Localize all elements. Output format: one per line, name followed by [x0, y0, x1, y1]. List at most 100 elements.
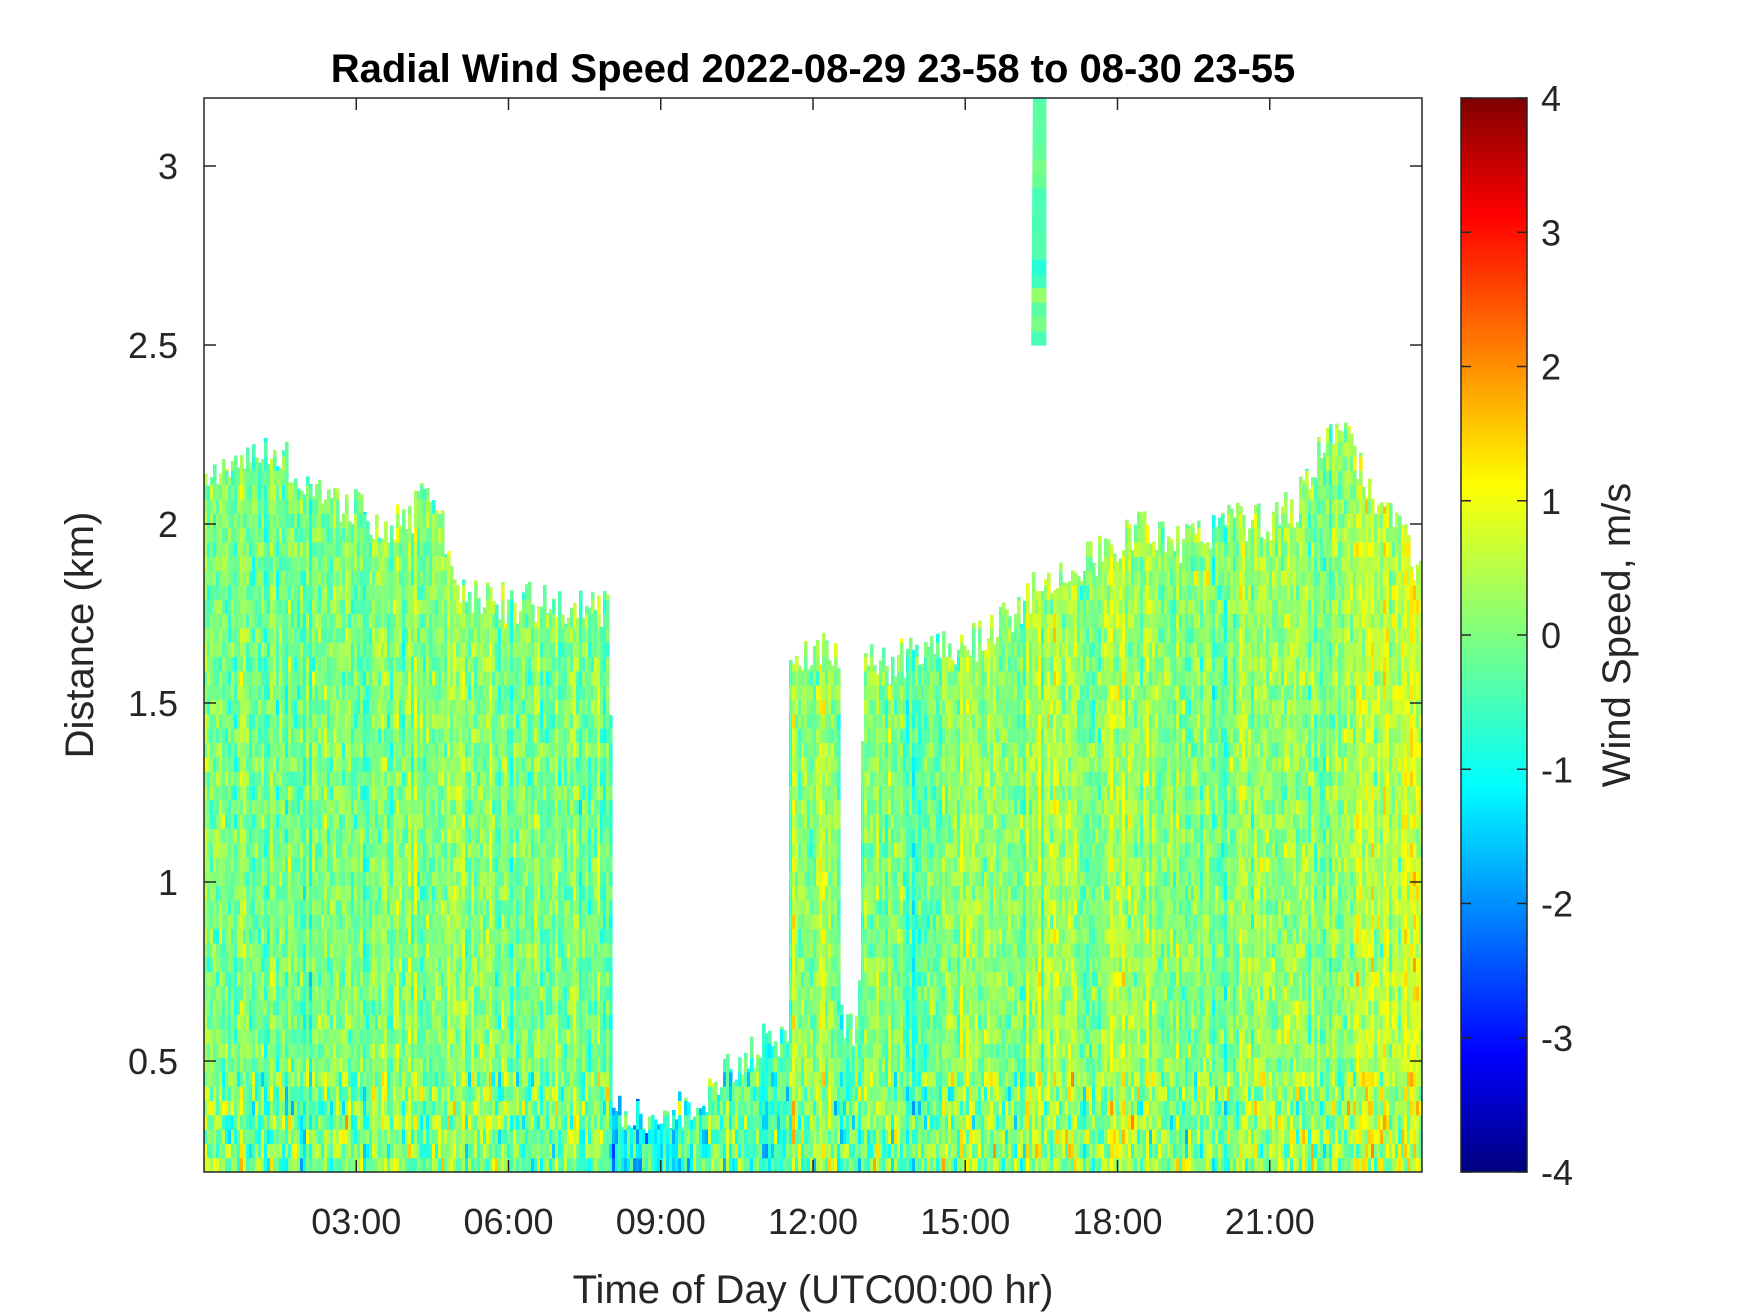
heat-cell [357, 771, 361, 786]
heat-cell [210, 541, 214, 557]
heat-cell [261, 728, 265, 743]
heat-cell [279, 470, 283, 486]
heat-cell [339, 1028, 343, 1044]
heat-cell [363, 527, 367, 543]
heat-cell [312, 799, 316, 815]
heat-cell [228, 1100, 232, 1116]
heat-cell [273, 541, 277, 557]
heat-cell [207, 842, 211, 858]
heat-cell [348, 814, 352, 829]
heat-cell [345, 1100, 349, 1116]
heat-cell [282, 685, 286, 700]
heat-cell [354, 1028, 358, 1044]
heat-cell [330, 1014, 334, 1030]
heat-cell [354, 914, 358, 930]
heat-cell [360, 541, 364, 557]
heat-cell [294, 742, 298, 758]
heat-cell [276, 1157, 280, 1172]
heat-cell [339, 957, 343, 973]
heat-cell [309, 513, 313, 529]
heat-cell [225, 1129, 229, 1144]
heat-cell [210, 1028, 214, 1044]
heat-cell [264, 570, 268, 586]
heat-cell [321, 570, 325, 586]
heat-cell [303, 871, 307, 887]
heat-cell [216, 728, 220, 743]
heat-cell [258, 857, 262, 872]
heat-cell [243, 470, 247, 486]
heat-cell [204, 1114, 208, 1130]
heat-cell [354, 871, 358, 887]
heat-cell [279, 885, 283, 901]
heat-cell [207, 627, 211, 643]
heat-cell [285, 1028, 289, 1044]
heat-cell [219, 728, 223, 743]
heat-cell [267, 871, 271, 887]
heat-cell [360, 656, 364, 672]
heat-cell [249, 871, 253, 887]
heat-cell [291, 1086, 295, 1101]
heat-cell [306, 541, 310, 557]
heat-cell [264, 1057, 268, 1073]
heat-cell [261, 613, 265, 629]
heat-cell [234, 899, 238, 915]
heat-cell [273, 513, 277, 529]
heat-cell [246, 728, 250, 743]
heat-cell [327, 627, 331, 643]
heat-cell [345, 656, 349, 672]
heat-cell [243, 556, 247, 572]
heat-cell [348, 1071, 352, 1087]
heat-cell [366, 627, 370, 643]
heat-cell [267, 570, 271, 586]
heat-cell [255, 985, 259, 1001]
heat-cell [354, 785, 358, 801]
heat-cell [339, 728, 343, 743]
heat-cell [249, 1143, 253, 1159]
heat-cell [207, 1086, 211, 1101]
heat-cell [312, 541, 316, 557]
heat-cell [309, 499, 313, 514]
heat-cell [276, 670, 280, 686]
heat-cell [264, 437, 268, 443]
heat-cell [261, 1071, 265, 1087]
heat-cell [333, 541, 337, 557]
heat-cell [240, 1143, 244, 1159]
heat-cell [267, 1014, 271, 1030]
heat-cell [294, 478, 298, 486]
heat-cell [279, 541, 283, 557]
heat-cell [297, 1028, 301, 1044]
heat-cell [330, 957, 334, 973]
heat-cell [315, 728, 319, 743]
heat-cell [213, 713, 217, 729]
heat-cell [273, 857, 277, 872]
heat-cell [258, 928, 262, 944]
heat-cell [264, 1114, 268, 1130]
heat-cell [246, 985, 250, 1001]
heat-cell [249, 462, 253, 471]
heat-cell [303, 1071, 307, 1087]
heat-cell [333, 499, 337, 514]
heat-cell [273, 456, 277, 471]
heat-cell [339, 1043, 343, 1058]
heat-cell [216, 914, 220, 930]
heat-cell [288, 799, 292, 815]
heat-cell [258, 613, 262, 629]
heat-cell [288, 656, 292, 672]
heat-cell [240, 513, 244, 529]
heat-cell [321, 1071, 325, 1087]
heat-cell [357, 899, 361, 915]
heat-cell [207, 899, 211, 915]
heat-cell [222, 814, 226, 829]
heat-cell [300, 871, 304, 887]
heat-cell [252, 642, 256, 658]
heat-cell [300, 541, 304, 557]
heat-cell [303, 899, 307, 915]
heat-cell [333, 814, 337, 829]
heat-cell [270, 527, 274, 543]
heat-cell [258, 756, 262, 772]
heat-cell [252, 470, 256, 486]
heat-cell [273, 842, 277, 858]
heat-cell [435, 510, 439, 514]
heat-cell [342, 670, 346, 686]
heat-cell [258, 957, 262, 973]
